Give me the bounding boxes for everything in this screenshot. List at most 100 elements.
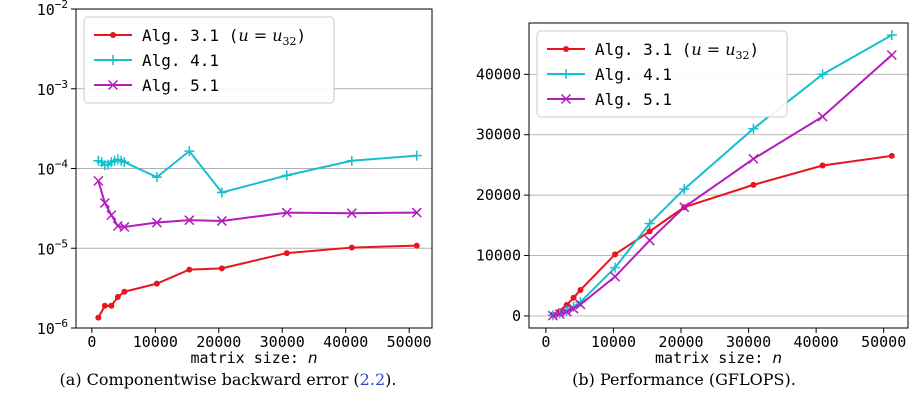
data-point bbox=[216, 215, 227, 226]
plot-frame bbox=[528, 22, 909, 329]
x-tick-label: 10000 bbox=[591, 333, 636, 351]
data-point bbox=[563, 46, 569, 52]
data-point bbox=[107, 79, 119, 91]
data-point bbox=[888, 152, 895, 159]
data-point bbox=[750, 181, 757, 188]
legend-label: Alg. 5.1 bbox=[595, 90, 672, 109]
data-point bbox=[153, 280, 160, 287]
data-point bbox=[819, 162, 826, 169]
caption-b: (b) Performance (GFLOPS). bbox=[456, 370, 912, 389]
performance-chart: 0 10000 20000 30000 40000 0 10000 20000 30000 400… bbox=[476, 22, 909, 367]
data-point bbox=[108, 55, 118, 65]
data-point bbox=[119, 157, 130, 168]
data-point bbox=[216, 187, 227, 198]
data-point bbox=[119, 221, 130, 232]
legend-label: Alg. 5.1 bbox=[142, 76, 219, 95]
chart-panel-b: 0 10000 20000 30000 40000 0 10000 20000 30000 400… bbox=[456, 0, 912, 402]
chart-panel-a: 10−6 10−5 10−4 10−3 10−2 0 10000 20000 30000 4000… bbox=[0, 0, 456, 389]
data-point bbox=[186, 266, 193, 273]
legend-label: Alg. 3.1 (u = u32) bbox=[595, 40, 759, 62]
x-tick-label: 40000 bbox=[794, 333, 839, 351]
data-point bbox=[151, 172, 162, 183]
x-tick-label: 50000 bbox=[861, 333, 906, 351]
data-point bbox=[95, 314, 102, 321]
y-tick-label: 20000 bbox=[476, 186, 521, 204]
y-tick-label: 10−6 bbox=[37, 317, 68, 338]
data-point bbox=[346, 155, 357, 166]
data-point bbox=[93, 175, 104, 186]
data-point bbox=[411, 207, 422, 218]
data-point bbox=[281, 170, 292, 181]
y-tick-label: 10−2 bbox=[37, 0, 68, 19]
data-point bbox=[110, 32, 116, 38]
series-line bbox=[97, 180, 417, 228]
legend-label: Alg. 4.1 bbox=[142, 51, 219, 70]
data-point bbox=[817, 111, 828, 122]
caption-a: (a) Componentwise backward error (2.2). bbox=[0, 370, 456, 389]
data-point bbox=[886, 30, 897, 41]
caption-b-text: (b) Performance (GFLOPS). bbox=[572, 370, 796, 389]
data-point bbox=[817, 69, 828, 80]
data-point bbox=[561, 306, 572, 317]
data-point bbox=[886, 49, 897, 61]
x-axis-label: matrix size: n bbox=[655, 349, 782, 367]
series-line bbox=[97, 244, 417, 319]
data-point bbox=[411, 150, 422, 161]
x-tick-label: 30000 bbox=[726, 333, 771, 351]
data-point bbox=[748, 153, 759, 164]
y-tick-label: 10−3 bbox=[37, 78, 68, 99]
data-point bbox=[563, 302, 570, 309]
data-point bbox=[346, 208, 357, 219]
data-point bbox=[218, 265, 225, 272]
y-tick-label: 10000 bbox=[476, 247, 521, 265]
x-tick-label: 20000 bbox=[196, 333, 241, 351]
data-point bbox=[413, 242, 420, 249]
data-point bbox=[570, 294, 577, 301]
caption-a-suffix: ). bbox=[385, 370, 397, 389]
legend-box bbox=[536, 30, 788, 118]
legend-box bbox=[83, 16, 335, 104]
y-tick-label: 10−5 bbox=[37, 237, 68, 258]
data-point bbox=[679, 202, 690, 213]
data-point bbox=[121, 288, 128, 295]
data-point bbox=[612, 251, 619, 258]
data-point bbox=[644, 235, 655, 246]
x-axis-label: matrix size: n bbox=[191, 349, 318, 367]
y-tick-label: 10−4 bbox=[37, 158, 69, 179]
caption-a-ref-link[interactable]: 2.2 bbox=[359, 370, 386, 389]
x-tick-label: 50000 bbox=[387, 333, 432, 351]
backward-error-chart: 10−6 10−5 10−4 10−3 10−2 0 10000 20000 30000 4000… bbox=[37, 0, 433, 367]
data-point bbox=[561, 69, 571, 79]
data-point bbox=[281, 207, 292, 218]
series-line bbox=[97, 149, 417, 194]
data-point bbox=[108, 302, 115, 309]
data-point bbox=[184, 146, 195, 157]
data-point bbox=[577, 286, 584, 293]
data-point bbox=[99, 197, 110, 208]
x-tick-label: 40000 bbox=[323, 333, 368, 351]
legend-label: Alg. 3.1 (u = u32) bbox=[142, 26, 306, 48]
data-point bbox=[151, 217, 162, 228]
data-point bbox=[679, 184, 690, 195]
data-point bbox=[610, 271, 621, 282]
data-point bbox=[646, 228, 653, 235]
y-tick-label: 30000 bbox=[476, 126, 521, 144]
y-tick-label: 0 bbox=[512, 307, 521, 325]
data-point bbox=[644, 218, 655, 229]
legend-label: Alg. 4.1 bbox=[595, 65, 672, 84]
x-tick-label: 0 bbox=[87, 333, 96, 351]
y-tick-label: 40000 bbox=[476, 65, 521, 83]
data-point bbox=[554, 309, 565, 320]
data-point bbox=[348, 244, 355, 251]
data-point bbox=[560, 93, 572, 105]
x-tick-label: 20000 bbox=[658, 333, 703, 351]
x-tick-label: 30000 bbox=[260, 333, 305, 351]
caption-a-text: (a) Componentwise backward error ( bbox=[59, 370, 360, 389]
x-tick-label: 10000 bbox=[133, 333, 178, 351]
data-point bbox=[283, 250, 290, 257]
data-point bbox=[748, 123, 759, 134]
data-point bbox=[610, 262, 621, 273]
data-point bbox=[575, 299, 586, 310]
data-point bbox=[106, 210, 117, 221]
data-point bbox=[568, 303, 579, 314]
